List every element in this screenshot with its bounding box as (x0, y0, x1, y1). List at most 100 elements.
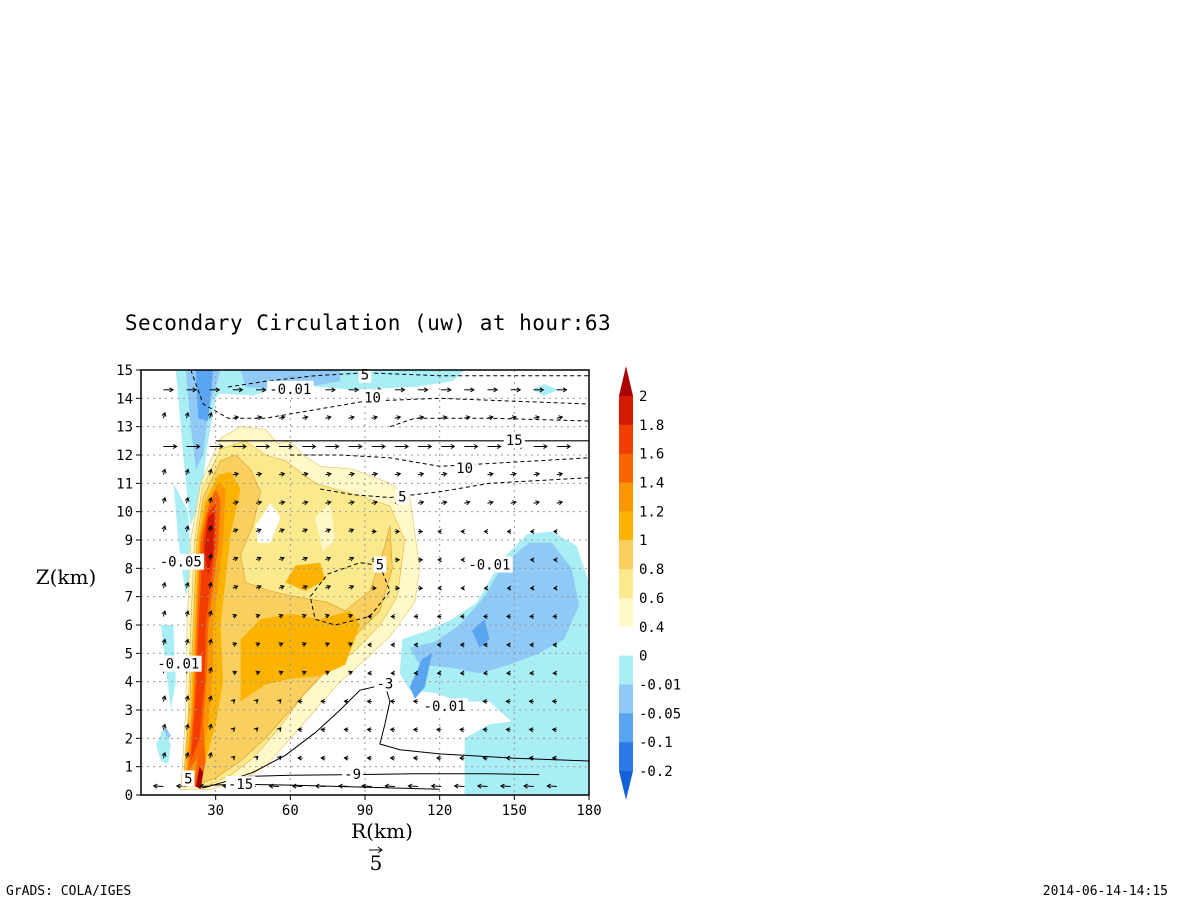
wind-vector-123 (506, 613, 511, 620)
y-tick-label-10: 10 (116, 505, 133, 521)
wind-vector-199 (184, 468, 190, 475)
wind-vector-head (207, 638, 213, 644)
wind-vector-207 (371, 471, 379, 477)
wind-vector-205 (325, 471, 332, 477)
wind-vector-34 (528, 755, 534, 761)
wind-vector-112 (255, 613, 261, 619)
wind-vector-151 (325, 556, 332, 562)
wind-vector-head (234, 471, 240, 477)
wind-vector-head (460, 528, 465, 535)
shade-gap-1 (255, 503, 281, 543)
contour-label-bg-9 (155, 655, 202, 672)
wind-vector-170 (348, 528, 355, 533)
wind-vector-head (184, 610, 190, 616)
wind-vector-head (169, 387, 174, 393)
wind-vector-head (232, 613, 238, 619)
wind-vector-head (512, 415, 517, 421)
wind-vector-head (161, 411, 167, 417)
wind-vector-head (343, 727, 349, 733)
wind-vector-90 (161, 638, 167, 645)
wind-vector-head (253, 727, 259, 733)
wind-vector-head (473, 443, 479, 450)
y-tick-label-2: 2 (125, 731, 133, 747)
wind-vector-11 (407, 783, 419, 789)
colorbar-label-9: 0 (639, 649, 647, 665)
wind-vector-241 (325, 415, 332, 421)
wind-vector-157 (460, 557, 465, 563)
wind-vector-143 (552, 585, 558, 591)
wind-vector-54 (161, 695, 167, 702)
wind-vector-head (257, 415, 263, 421)
wind-vector-shaft (200, 785, 210, 787)
wind-vector-shaft (547, 785, 557, 787)
colorbar-swatch-7 (619, 597, 633, 628)
wind-vector-head (276, 727, 282, 733)
colorbar-swatch-4 (619, 511, 633, 541)
wind-vector-192 (441, 500, 448, 506)
wind-vector-head (215, 387, 221, 393)
wind-vector-head (562, 387, 568, 393)
wind-vector-head (320, 755, 326, 761)
wind-vector-head (373, 471, 379, 477)
wind-vector-head (529, 585, 535, 591)
wind-vector-121 (459, 613, 465, 620)
contour-label-bg-6 (157, 553, 205, 570)
wind-vector-254 (209, 387, 221, 393)
wind-vector-head (543, 443, 548, 450)
wind-vector-head (396, 471, 402, 477)
x-tick-label-0: 30 (207, 803, 224, 819)
wind-vector-head (256, 556, 262, 562)
wind-vector-head (482, 698, 488, 704)
wind-vector-17 (546, 783, 557, 789)
wind-vector-268 (533, 387, 545, 393)
wind-vector-head (234, 500, 240, 506)
colorbar-label-2: 1.6 (639, 447, 664, 463)
wind-vector-head (436, 642, 442, 648)
wind-vector-125 (552, 613, 557, 620)
wind-vector-237 (232, 415, 240, 421)
wind-vector-91 (184, 638, 190, 645)
wind-vector-head (459, 727, 464, 733)
wind-vector-head (395, 585, 401, 591)
wind-vector-head (207, 723, 213, 729)
wind-vector-head (253, 699, 259, 704)
contour-label-10: -3 (376, 677, 393, 693)
wind-vector-215 (556, 471, 564, 477)
wind-vector-109 (184, 610, 190, 617)
wind-vector-head (436, 613, 442, 620)
wind-vector-head (442, 415, 448, 421)
wind-vector-head (207, 411, 213, 417)
wind-vector-head (276, 699, 282, 704)
wind-vector-head (395, 557, 401, 563)
wind-vector-head (348, 613, 354, 619)
wind-vector-head (535, 500, 541, 506)
wind-vector-222 (302, 443, 317, 450)
wind-vector-240 (302, 415, 309, 421)
wind-vector-19 (184, 751, 190, 759)
wind-vector-head (465, 500, 471, 506)
wind-vector-246 (441, 415, 448, 421)
wind-vector-252 (163, 387, 174, 393)
wind-vector-239 (278, 415, 286, 421)
wind-vector-266 (487, 387, 499, 393)
wind-vector-head (372, 528, 377, 535)
wind-vector-131 (278, 585, 285, 590)
wind-vector-head (459, 642, 465, 648)
colorbar-swatch-0 (619, 396, 633, 426)
y-tick-label-8: 8 (125, 561, 133, 577)
wind-vector-shaft (524, 785, 534, 787)
y-tick-label-7: 7 (125, 590, 133, 606)
contour-label-bg-2 (362, 389, 383, 406)
wind-vector-82 (390, 670, 395, 676)
wind-vector-head (442, 500, 448, 506)
wind-vector-head (261, 387, 267, 393)
contour-label-bg-8 (466, 556, 513, 573)
x-tick-label-3: 120 (427, 803, 452, 819)
wind-vector-head (219, 443, 224, 450)
wind-vector-head (366, 727, 372, 733)
wind-vector-head (234, 415, 240, 421)
wind-vector-161 (552, 557, 558, 563)
wind-vector-head (482, 670, 488, 676)
wind-vector-head (161, 751, 167, 757)
wind-vector-193 (464, 500, 471, 506)
